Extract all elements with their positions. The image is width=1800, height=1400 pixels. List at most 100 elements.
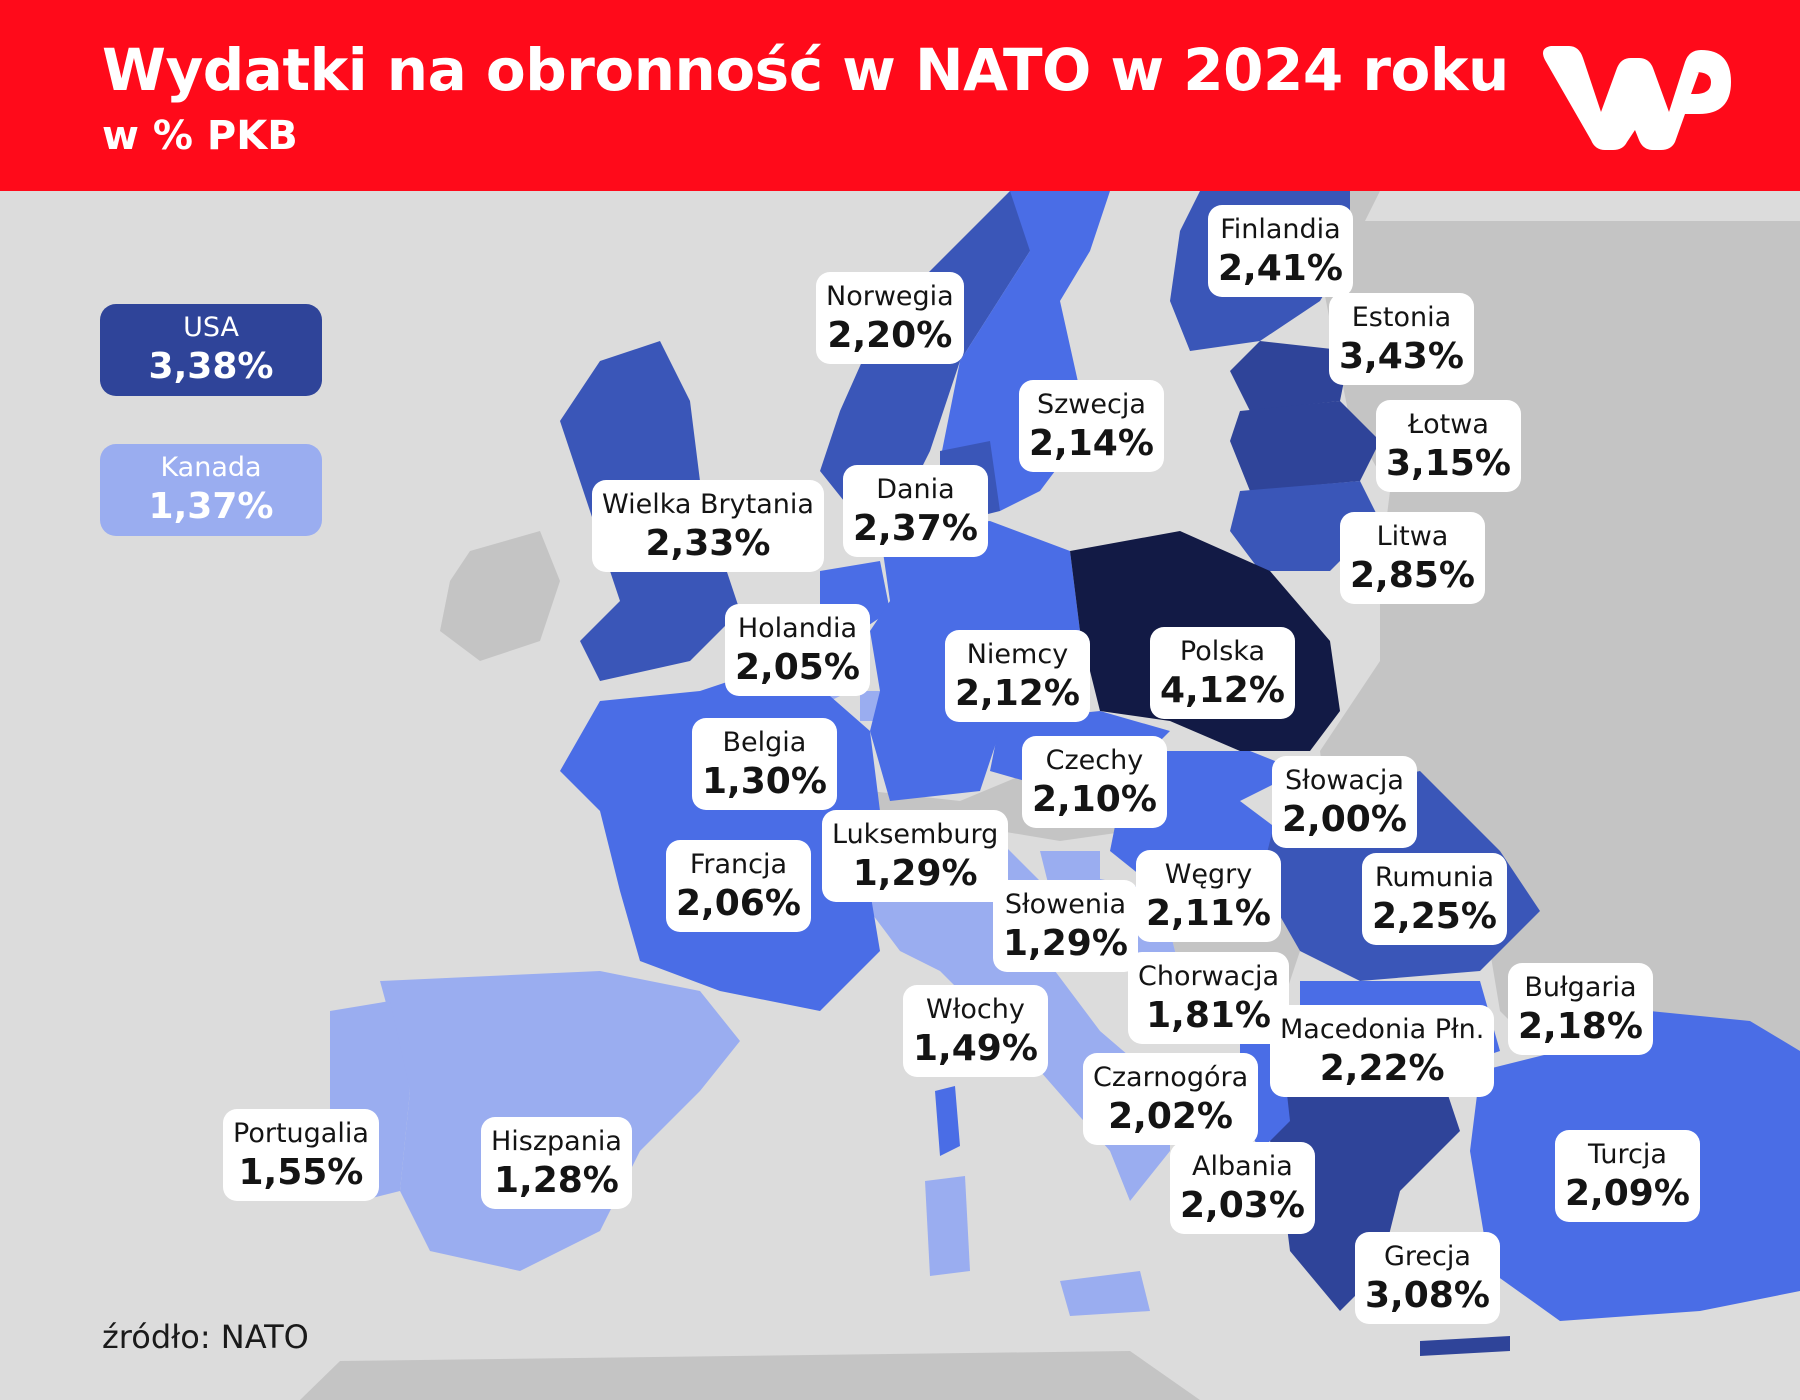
label-name: Luksemburg	[832, 819, 999, 850]
land-ireland	[440, 531, 560, 661]
label-name: Francja	[689, 849, 788, 880]
label-value: 1,81%	[1146, 995, 1271, 1036]
label-poland: Polska 4,12%	[1150, 627, 1295, 719]
label-finland: Finlandia 2,41%	[1208, 205, 1353, 297]
label-value: 2,10%	[1032, 779, 1157, 820]
label-value: 2,22%	[1319, 1048, 1445, 1089]
label-name: Portugalia	[233, 1118, 369, 1149]
legend-usa-value: 3,38%	[148, 346, 274, 387]
label-norway: Norwegia 2,20%	[816, 272, 964, 364]
label-bulgaria: Bułgaria 2,18%	[1508, 963, 1653, 1055]
label-value: 2,05%	[735, 647, 860, 688]
label-value: 2,33%	[645, 523, 771, 564]
label-denmark: Dania 2,37%	[843, 465, 988, 557]
country-estonia	[1230, 341, 1350, 411]
label-germany: Niemcy 2,12%	[945, 630, 1090, 722]
label-italy: Włochy 1,49%	[903, 985, 1048, 1077]
label-montenegro: Czarnogóra 2,02%	[1083, 1053, 1259, 1145]
island-sicily	[1060, 1271, 1150, 1316]
label-greece: Grecja 3,08%	[1355, 1232, 1500, 1324]
label-value: 2,02%	[1108, 1096, 1234, 1137]
label-name: Wielka Brytania	[602, 489, 814, 520]
label-portugal: Portugalia 1,55%	[223, 1109, 379, 1201]
label-romania: Rumunia 2,25%	[1362, 853, 1507, 945]
label-value: 2,37%	[853, 508, 978, 549]
label-value: 2,41%	[1218, 248, 1343, 289]
label-spain: Hiszpania 1,28%	[481, 1117, 632, 1209]
label-albania: Albania 2,03%	[1170, 1142, 1315, 1234]
label-value: 2,25%	[1372, 896, 1497, 937]
label-name: Litwa	[1376, 521, 1449, 552]
label-slovakia: Słowacja 2,00%	[1272, 756, 1417, 848]
legend-usa: USA 3,38%	[100, 304, 322, 396]
label-name: Estonia	[1351, 302, 1452, 333]
label-value: 1,29%	[1003, 923, 1128, 964]
label-latvia: Łotwa 3,15%	[1376, 400, 1521, 492]
label-france: Francja 2,06%	[666, 840, 811, 932]
label-uk: Wielka Brytania 2,33%	[592, 480, 824, 572]
label-name: Macedonia Płn.	[1280, 1014, 1485, 1045]
label-name: Belgia	[722, 727, 807, 758]
label-value: 2,00%	[1282, 799, 1407, 840]
label-name: Czarnogóra	[1093, 1062, 1249, 1093]
label-name: Polska	[1179, 636, 1266, 667]
label-value: 2,18%	[1518, 1006, 1643, 1047]
label-value: 3,08%	[1365, 1275, 1490, 1316]
label-name: Węgry	[1164, 859, 1253, 890]
page-title: Wydatki na obronność w NATO w 2024 roku	[102, 36, 1509, 104]
label-name: Bułgaria	[1524, 972, 1637, 1003]
page-subtitle: w % PKB	[102, 113, 298, 159]
label-value: 3,43%	[1339, 336, 1464, 377]
label-name: Chorwacja	[1138, 961, 1280, 992]
label-name: Norwegia	[826, 281, 954, 312]
label-croatia: Chorwacja 1,81%	[1128, 952, 1290, 1044]
label-turkey: Turcja 2,09%	[1555, 1130, 1700, 1222]
label-name: Finlandia	[1220, 214, 1341, 245]
label-czechia: Czechy 2,10%	[1022, 736, 1167, 828]
label-lithuania: Litwa 2,85%	[1340, 512, 1485, 604]
country-greece	[1260, 1071, 1460, 1311]
label-north-macedonia: Macedonia Płn. 2,22%	[1270, 1005, 1495, 1097]
label-value: 1,49%	[913, 1028, 1038, 1069]
source-note: źródło: NATO	[102, 1318, 309, 1356]
island-crete	[1420, 1336, 1510, 1356]
legend-canada: Kanada 1,37%	[100, 444, 322, 536]
label-name: Albania	[1192, 1151, 1293, 1182]
label-name: Turcja	[1588, 1139, 1667, 1170]
label-value: 2,85%	[1350, 555, 1475, 596]
label-value: 1,28%	[493, 1160, 619, 1201]
wp-logo	[1543, 46, 1731, 150]
label-name: Łotwa	[1407, 409, 1489, 440]
label-name: Niemcy	[966, 639, 1069, 670]
label-belgium: Belgia 1,30%	[692, 718, 837, 810]
label-hungary: Węgry 2,11%	[1136, 850, 1281, 942]
label-value: 2,03%	[1180, 1185, 1305, 1226]
label-name: Rumunia	[1374, 862, 1495, 893]
label-name: Hiszpania	[491, 1126, 622, 1157]
header-banner: Wydatki na obronność w NATO w 2024 roku …	[0, 0, 1800, 191]
country-slovakia	[1150, 751, 1300, 801]
label-value: 2,12%	[955, 673, 1080, 714]
label-name: Włochy	[926, 994, 1025, 1025]
land-north-africa	[300, 1351, 1200, 1400]
label-value: 2,11%	[1146, 893, 1271, 934]
label-value: 2,09%	[1565, 1173, 1690, 1214]
label-value: 4,12%	[1160, 670, 1285, 711]
label-value: 1,29%	[852, 853, 978, 894]
label-netherlands: Holandia 2,05%	[725, 604, 870, 696]
label-value: 2,20%	[827, 315, 953, 356]
label-name: Dania	[876, 474, 955, 505]
label-luxembourg: Luksemburg 1,29%	[822, 810, 1009, 902]
label-value: 3,15%	[1386, 443, 1511, 484]
legend-usa-name: USA	[183, 312, 239, 343]
legend-canada-name: Kanada	[160, 452, 262, 483]
label-sweden: Szwecja 2,14%	[1019, 380, 1164, 472]
country-latvia	[1230, 401, 1380, 491]
label-value: 2,14%	[1029, 423, 1154, 464]
label-name: Słowacja	[1285, 765, 1404, 796]
label-name: Grecja	[1383, 1241, 1471, 1272]
label-estonia: Estonia 3,43%	[1329, 293, 1474, 385]
label-value: 1,55%	[238, 1152, 364, 1193]
island-sardinia	[925, 1176, 970, 1276]
label-name: Holandia	[737, 613, 858, 644]
